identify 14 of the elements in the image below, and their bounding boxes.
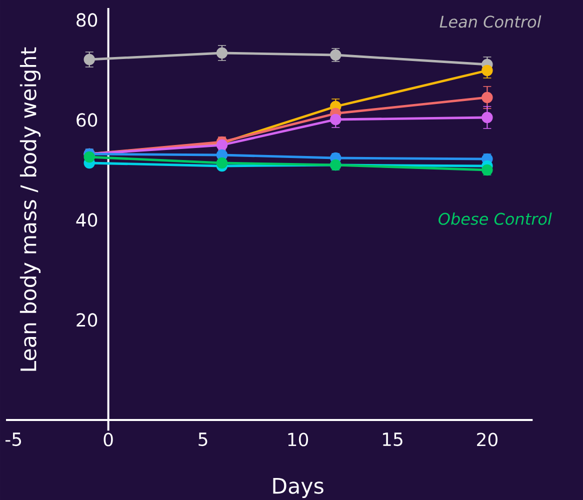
x-tick-label: -5 [5, 432, 21, 446]
y-axis-title: Lean body mass / body weight [20, 47, 41, 371]
x-tick-label: 20 [477, 432, 498, 446]
y-tick-label: 40 [76, 213, 98, 227]
x-tick-label: 0 [104, 432, 113, 446]
x-tick-label: 15 [383, 432, 402, 446]
y-tick-label: 20 [76, 313, 98, 327]
x-tick-label: 10 [288, 432, 308, 446]
y-tick-label: 60 [76, 113, 98, 127]
text: Lean Control [440, 15, 542, 28]
x-axis-title: Days [273, 478, 324, 498]
y-tick-label: 80 [76, 13, 98, 27]
x-tick-label: 5 [198, 432, 208, 446]
text: Obese Control [438, 212, 552, 225]
